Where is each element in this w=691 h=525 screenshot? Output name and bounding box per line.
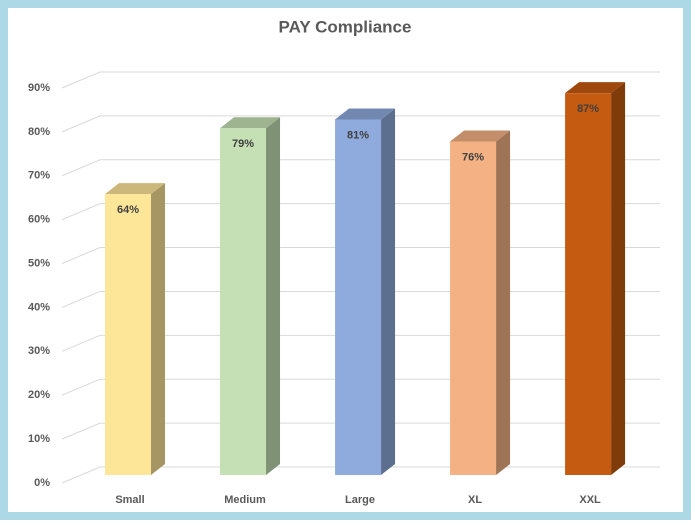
bar-top [335,108,396,120]
grid-line [61,115,660,133]
bar-side [611,82,626,476]
y-tick-label: 90% [28,82,50,94]
y-tick-label: 40% [28,301,50,313]
bar-top [220,117,281,129]
y-tick-label: 50% [28,257,50,269]
y-tick-label: 70% [28,170,50,182]
y-tick-label: 20% [28,389,50,401]
bar [220,128,267,475]
bar-side [151,183,165,475]
bar [105,194,151,475]
value-label: 76% [462,151,484,163]
bar-side [381,108,396,475]
y-tick-label: 30% [28,345,50,357]
y-tick-label: 0% [34,477,50,489]
x-tick-label: Large [345,494,375,506]
value-label: 87% [577,103,599,115]
bar [565,93,612,476]
chart-title: PAY Compliance [279,17,412,36]
bar [335,119,382,475]
bar [450,141,497,475]
value-label: 79% [232,138,254,150]
bar-top [565,82,626,94]
x-tick-label: XL [468,494,482,506]
x-tick-label: Small [115,494,144,506]
x-tick-label: Medium [224,494,266,506]
bar-top [450,130,511,142]
bar-side [266,117,281,476]
value-label: 64% [117,204,139,216]
y-tick-label: 60% [28,214,50,226]
bar-side [496,130,511,475]
x-tick-label: XXL [579,494,601,506]
y-tick-label: 80% [28,126,50,138]
value-label: 81% [347,129,369,141]
bar-top [105,183,165,195]
y-tick-label: 10% [28,433,50,445]
grid-line [61,71,660,89]
